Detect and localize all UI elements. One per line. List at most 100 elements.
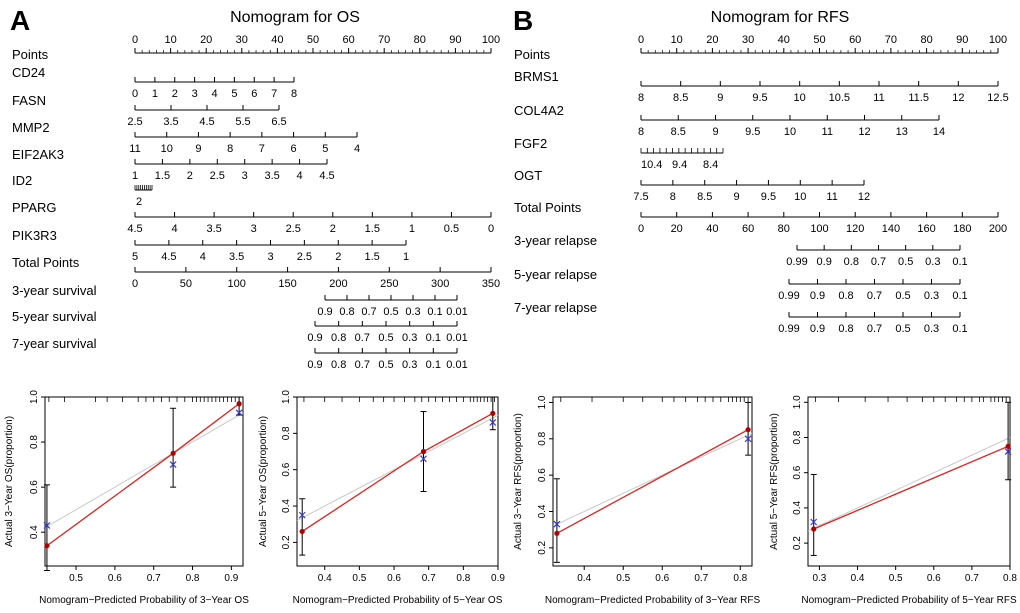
tick-label: 200 [329,278,347,290]
tick-label: 9 [712,126,718,138]
plot-frame [552,396,753,567]
fit-line [301,412,494,533]
tick-label: 0.5 [383,306,398,318]
row-label: Points [12,47,49,62]
row-label: 7-year relapse [514,300,597,315]
observed-point [745,427,751,433]
tick-label: 6 [251,88,257,100]
tick-label: 40 [706,223,718,235]
cross-stroke [553,520,561,528]
tick-label: 3 [267,251,273,263]
tick-label: 10.4 [641,159,662,171]
tick-label: 5.5 [235,116,250,128]
tick-label: 4 [354,143,360,155]
cross-stroke [420,455,427,463]
tick-label: 140 [882,223,900,235]
tick-label: 350 [482,278,500,290]
tick-label: 0.3 [924,290,939,302]
panel-b-letter: B [513,5,533,36]
tick-label: 0.3 [402,332,417,344]
nomogram-row-pparg: PPARG 4.5 4 3.5 3 2.5 2 1.5 1 0.5 0 [12,200,494,235]
tick-label: 4 [297,170,303,182]
row-label: ID2 [12,173,32,188]
tick-label: 9.5 [761,191,776,203]
tick-label: 0.5 [898,256,913,268]
cross-stroke [489,419,497,426]
tick-label: 40 [271,34,283,46]
corrected-point [169,461,177,469]
tick-label: 2 [136,196,142,208]
y-tick-label: 0.6 [281,462,292,476]
tick-label: 20 [671,223,683,235]
tick-label: 0.1 [952,323,967,335]
tick-label: 3 [192,88,198,100]
fit-line [556,429,749,534]
y-tick-label: 0.4 [537,504,548,518]
tick-label: 1 [403,251,409,263]
nomogram-row-fasn: FASN 2.5 3.5 4.5 5.5 6.5 [12,93,287,128]
calibration-5yr-os: 0.4 0.5 0.6 0.7 0.8 0.9 0.2 0.4 0.6 0.8 1.0 Nomogra… [258,390,505,606]
row-label: Total Points [514,200,582,215]
x-tick-label: 0.8 [456,573,470,584]
tick-label: 10 [794,92,806,104]
y-axis-label: Actual 5−Year OS(proportion) [258,416,269,547]
tick-label: 4.5 [319,170,334,182]
tick-label: 3 [251,223,257,235]
corrected-point [744,435,752,443]
x-axis-label: Nomogram−Predicted Probability of 3−Year… [39,595,249,606]
tick-label: 8 [638,92,644,104]
cross-stroke [43,522,51,529]
nomogram-row-col4a2: COL4A2 8 8.5 9 9.5 10 11 12 13 14 [514,103,945,138]
tick-label: 50 [180,278,192,290]
tick-label: 4.5 [199,116,214,128]
tick-label: 0.5 [378,332,393,344]
tick-label: 0.5 [895,323,910,335]
y-tick-label: 0.2 [281,535,292,549]
tick-label: 0.8 [838,290,853,302]
y-tick-label: 0.8 [792,430,803,444]
corrected-point [810,518,818,526]
y-axis-label: Actual 3−Year OS(proportion) [4,416,15,547]
tick-label: 3.5 [163,116,178,128]
nomogram-row-ogt: OGT 7.5 8 8.5 9 9.5 10 11 12 [514,168,870,203]
observed-point [44,543,50,549]
fit-line [46,403,240,547]
x-tick-label: 0.8 [1003,573,1017,584]
cross-stroke [1004,448,1012,455]
tick-label: 8 [227,143,233,155]
row-label: Total Points [12,255,80,270]
observed-point [490,410,496,416]
tick-label: 4.5 [127,223,142,235]
x-tick-label: 0.7 [965,573,979,584]
tick-label: 4.5 [161,251,176,263]
row-label: MMP2 [12,120,50,135]
x-tick-label: 0.9 [491,573,505,584]
tick-label: 0.8 [844,256,859,268]
tick-label: 0 [132,278,138,290]
tick-label: 0.3 [924,323,939,335]
row-label: PPARG [12,200,57,215]
x-axis-label: Nomogram−Predicted Probability of 3−Year… [545,595,761,606]
tick-label: 1.5 [155,170,170,182]
tick-label: 100 [810,223,828,235]
y-tick-label: 1.0 [29,390,40,404]
corrected-point [420,455,427,463]
tick-label: 40 [778,34,790,46]
tick-label: 2 [187,170,193,182]
row-label: COL4A2 [514,103,564,118]
tick-label: 5 [231,88,237,100]
y-tick-label: 0.8 [537,431,548,445]
x-tick-label: 0.4 [577,573,591,584]
y-axis-label: Actual 5−Year RFS(proportion) [769,413,780,550]
tick-label: 0.9 [317,306,332,318]
tick-label: 3.5 [229,251,244,263]
y-tick-label: 0.6 [29,480,40,494]
tick-label: 90 [956,34,968,46]
tick-label: 70 [885,34,897,46]
y-axis-label: Actual 3−Year RFS(proportion) [513,413,524,550]
corrected-point [43,522,51,529]
tick-label: 0.01 [446,306,467,318]
cross-stroke [235,409,243,417]
